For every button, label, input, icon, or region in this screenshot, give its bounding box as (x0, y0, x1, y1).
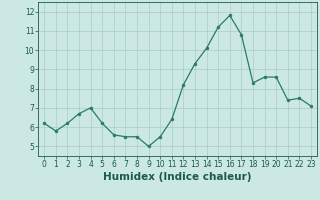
X-axis label: Humidex (Indice chaleur): Humidex (Indice chaleur) (103, 172, 252, 182)
